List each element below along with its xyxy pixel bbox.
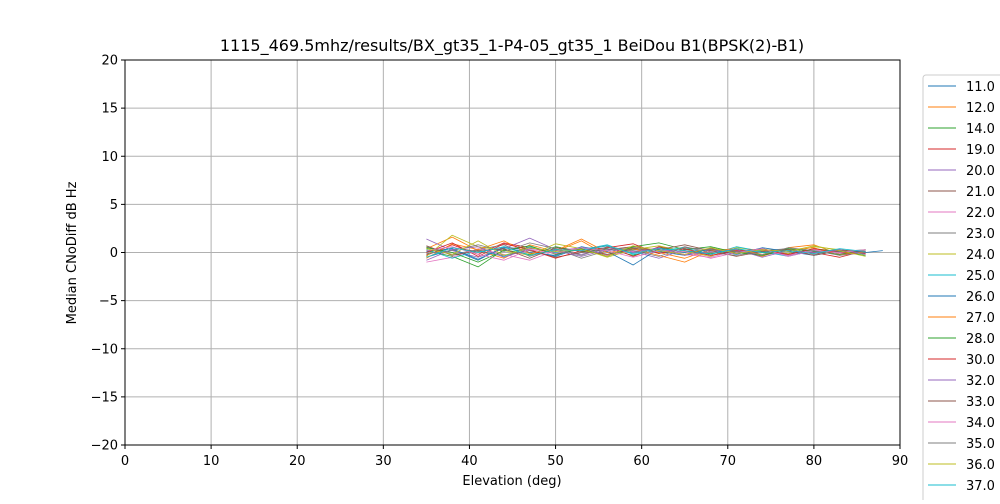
- x-axis-label: Elevation (deg): [462, 474, 561, 489]
- x-tick-label: 70: [720, 454, 737, 469]
- x-tick-label: 80: [806, 454, 823, 469]
- series-line: [426, 242, 866, 257]
- x-tick-label: 20: [289, 454, 306, 469]
- legend-label: 37.0: [966, 479, 995, 494]
- legend-frame: [922, 74, 1000, 504]
- chart-title: 1115_469.5mhz/results/BX_gt35_1-P4-05_gt…: [220, 36, 804, 56]
- legend-label: 21.0: [966, 185, 995, 200]
- y-tick-label: −20: [91, 439, 118, 454]
- x-tick-label: 10: [203, 454, 220, 469]
- x-tick-label: 90: [892, 454, 909, 469]
- y-tick-label: 15: [101, 102, 118, 117]
- legend-label: 28.0: [966, 332, 995, 347]
- legend-label: 30.0: [966, 353, 995, 368]
- legend-label: 24.0: [966, 248, 995, 263]
- legend-label: 32.0: [966, 374, 995, 389]
- legend-label: 25.0: [966, 269, 995, 284]
- series-line: [426, 242, 866, 259]
- axis-ticks: 0 10 20 30 40 50 60 70 80 90 −20 −15 −10 −5 0 5 10 15 20: [91, 54, 909, 470]
- series-line: [426, 246, 866, 261]
- x-tick-label: 60: [633, 454, 650, 469]
- legend-label: 34.0: [966, 416, 995, 431]
- legend-label: 27.0: [966, 311, 995, 326]
- legend-label: 12.0: [966, 101, 995, 116]
- legend-label: 19.0: [966, 143, 995, 158]
- x-tick-label: 30: [375, 454, 392, 469]
- x-tick-label: 40: [461, 454, 478, 469]
- legend: 11.0 12.0 14.0 19.0 20.0 21.0 22.0 23.0 24.0 25.0…: [922, 74, 1000, 504]
- x-tick-label: 50: [547, 454, 564, 469]
- series-line: [426, 245, 866, 258]
- series-line: [426, 240, 866, 257]
- legend-label: 11.0: [966, 80, 995, 95]
- legend-label: 33.0: [966, 395, 995, 410]
- y-axis-label: Median CNoDiff dB Hz: [65, 181, 80, 324]
- y-tick-label: 10: [101, 150, 118, 165]
- y-tick-label: 20: [101, 54, 118, 69]
- legend-label: 22.0: [966, 206, 995, 221]
- y-tick-label: 5: [110, 198, 118, 213]
- series-line: [426, 246, 866, 266]
- legend-label: 14.0: [966, 122, 995, 137]
- series-lines: [426, 234, 883, 268]
- series-line: [426, 242, 866, 263]
- y-tick-label: 0: [110, 246, 118, 261]
- legend-label: 36.0: [966, 458, 995, 473]
- legend-label: 35.0: [966, 437, 995, 452]
- legend-label: 20.0: [966, 164, 995, 179]
- y-tick-label: −15: [91, 390, 118, 405]
- legend-label: 26.0: [966, 290, 995, 305]
- legend-label: 23.0: [966, 227, 995, 242]
- y-tick-label: −5: [99, 294, 118, 309]
- x-tick-label: 0: [121, 454, 129, 469]
- y-tick-label: −10: [91, 342, 118, 357]
